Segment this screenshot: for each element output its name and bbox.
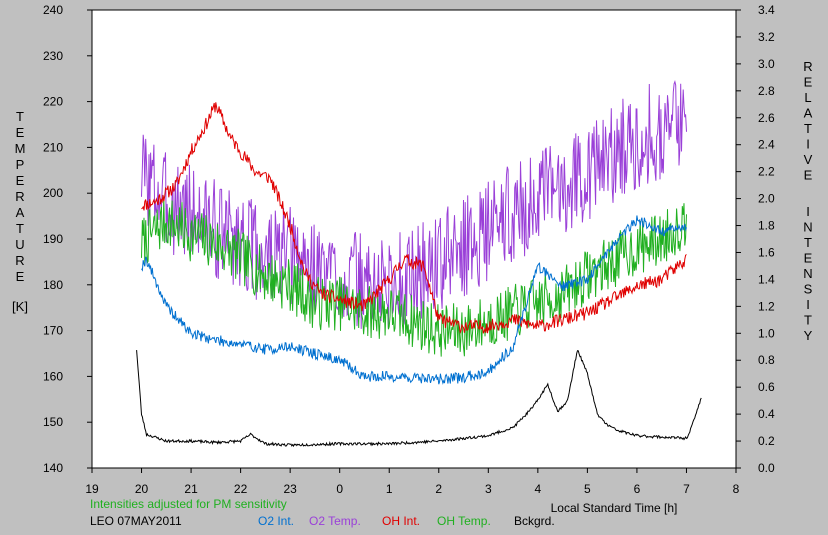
y-right-tick-label: 3.0 (758, 57, 775, 71)
plot-area (91, 9, 737, 469)
y-left-label-letter: A (16, 205, 25, 220)
y-right-label-letter: T (804, 121, 812, 136)
x-tick-label: 4 (535, 482, 542, 496)
y-right-label-letter: E (804, 251, 813, 266)
y-right-tick-label: 0.8 (758, 353, 775, 367)
y-right-label-letter: E (804, 75, 813, 90)
y-left-tick-label: 210 (43, 140, 63, 154)
y-right-tick-label: 3.4 (758, 3, 775, 17)
y-right-tick-label: 2.6 (758, 111, 775, 125)
y-left-tick-label: 180 (43, 278, 63, 292)
x-tick-label: 19 (85, 482, 99, 496)
y-right-label-letter: S (804, 282, 813, 297)
y-left-tick-label: 240 (43, 3, 63, 17)
y-right-label-letter: R (803, 59, 812, 74)
axes-ticks: 19 20 21 22 23 0 1 2 3 4 5 6 7 8140150160170180190200… (43, 3, 775, 496)
y-right-tick-label: 1.2 (758, 299, 775, 313)
x-tick-label: 23 (283, 482, 297, 496)
series-line-o2-int (141, 215, 687, 385)
y-right-label-letter: I (806, 297, 810, 312)
y-left-tick-label: 200 (43, 186, 63, 200)
y-left-label-letter: R (15, 189, 24, 204)
legend-oh-int: OH Int. (382, 514, 421, 528)
y-left-label-letter: R (15, 253, 24, 268)
y-left-tick-label: 150 (43, 415, 63, 429)
note-text: Intensities adjusted for PM sensitivity (90, 497, 287, 511)
y-right-tick-label: 2.0 (758, 192, 775, 206)
x-tick-label: 2 (435, 482, 442, 496)
y-right-label-letter: A (804, 106, 813, 121)
y-left-tick-label: 170 (43, 324, 63, 338)
y-left-label-letter: E (16, 173, 25, 188)
y-right-label-letter: E (804, 168, 813, 183)
y-right-label-letter: I (806, 137, 810, 152)
y-left-tick-label: 220 (43, 95, 63, 109)
y-right-tick-label: 1.4 (758, 272, 775, 286)
y-right-tick-label: 0.2 (758, 434, 775, 448)
legend-oh-temp: OH Temp. (437, 514, 491, 528)
y-left-label-letter: M (15, 141, 26, 156)
x-tick-label: 1 (386, 482, 393, 496)
y-right-tick-label: 1.0 (758, 326, 775, 340)
x-tick-label: 8 (733, 482, 740, 496)
y-right-tick-label: 1.6 (758, 245, 775, 259)
y-left-label-letter: T (16, 109, 24, 124)
x-tick-label: 21 (184, 482, 198, 496)
y-right-label-letter: V (804, 152, 813, 167)
y-right-tick-label: 1.8 (758, 219, 775, 233)
legend-bckgrd: Bckgrd. (514, 514, 555, 528)
legend-o2-temp: O2 Temp. (309, 514, 361, 528)
y-right-label-letter: N (803, 266, 812, 281)
y-right-tick-label: 0.6 (758, 380, 775, 394)
y-right-tick-label: 0.4 (758, 407, 775, 421)
y-right-tick-label: 2.8 (758, 84, 775, 98)
x-axis-label: Local Standard Time [h] (551, 501, 678, 515)
y-right-tick-label: 2.2 (758, 165, 775, 179)
y-right-label-letter: L (804, 90, 811, 105)
series-lines (136, 79, 702, 448)
y-left-tick-label: 230 (43, 49, 63, 63)
y-right-tick-label: 0.0 (758, 461, 775, 475)
x-tick-label: 7 (683, 482, 690, 496)
y-left-label-letter: E (16, 269, 25, 284)
y-right-label-letter: T (804, 313, 812, 328)
series-line-bckgrd (136, 350, 702, 448)
x-tick-label: 0 (336, 482, 343, 496)
station-date: LEO 07MAY2011 (90, 514, 182, 528)
x-tick-label: 6 (634, 482, 641, 496)
y-axis-unit-left: [K] (12, 299, 28, 314)
y-left-label-letter: T (16, 221, 24, 236)
y-left-label-letter: U (15, 237, 24, 252)
y-left-tick-label: 190 (43, 232, 63, 246)
y-right-label-letter: T (804, 235, 812, 250)
legend-o2-int: O2 Int. (258, 514, 295, 528)
y-left-label-letter: P (16, 157, 25, 172)
y-right-label-letter: N (803, 220, 812, 235)
y-right-label-letter: Y (804, 328, 813, 343)
y-right-tick-label: 2.4 (758, 138, 775, 152)
series-line-oh-int (141, 102, 687, 335)
series-line-oh-temp (141, 196, 687, 357)
x-tick-label: 5 (584, 482, 591, 496)
y-left-label-letter: E (16, 125, 25, 140)
x-tick-label: 22 (234, 482, 248, 496)
y-right-label-letter: I (806, 204, 810, 219)
x-tick-label: 3 (485, 482, 492, 496)
y-left-tick-label: 140 (43, 461, 63, 475)
y-right-tick-label: 3.2 (758, 30, 775, 44)
y-left-tick-label: 160 (43, 369, 63, 383)
x-tick-label: 20 (135, 482, 149, 496)
